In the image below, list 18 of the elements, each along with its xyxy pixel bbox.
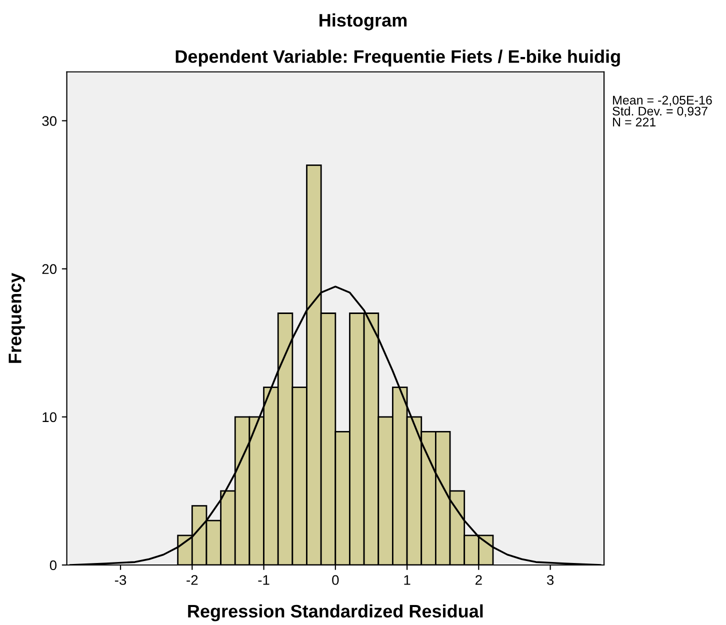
text: Mean = -2,05E-16 (613, 96, 712, 106)
x-tick-label: -1 (258, 575, 270, 585)
text: N = 221 (613, 118, 656, 126)
chart-subtitle: Dependent Variable: Frequentie Fiets / E-bike huidig (176, 50, 620, 67)
x-tick-label: 0 (332, 575, 339, 585)
x-tick-label: -3 (114, 575, 126, 585)
y-axis-title: Frequency (8, 272, 25, 363)
y-tick-label: 20 (42, 264, 57, 274)
y-tick-label: 10 (42, 412, 57, 422)
x-tick-label: 3 (546, 575, 554, 585)
y-tick-label: 30 (42, 116, 57, 126)
y-tick-label: 0 (50, 560, 57, 570)
x-tick-label: -2 (186, 575, 198, 585)
x-tick-label: 2 (476, 575, 482, 585)
chart-title: Histogram (320, 13, 407, 30)
text: Std. Dev. = 0,937 (612, 106, 708, 118)
x-tick-label: 1 (404, 575, 410, 585)
x-axis-title: Regression Standardized Residual (188, 604, 483, 622)
